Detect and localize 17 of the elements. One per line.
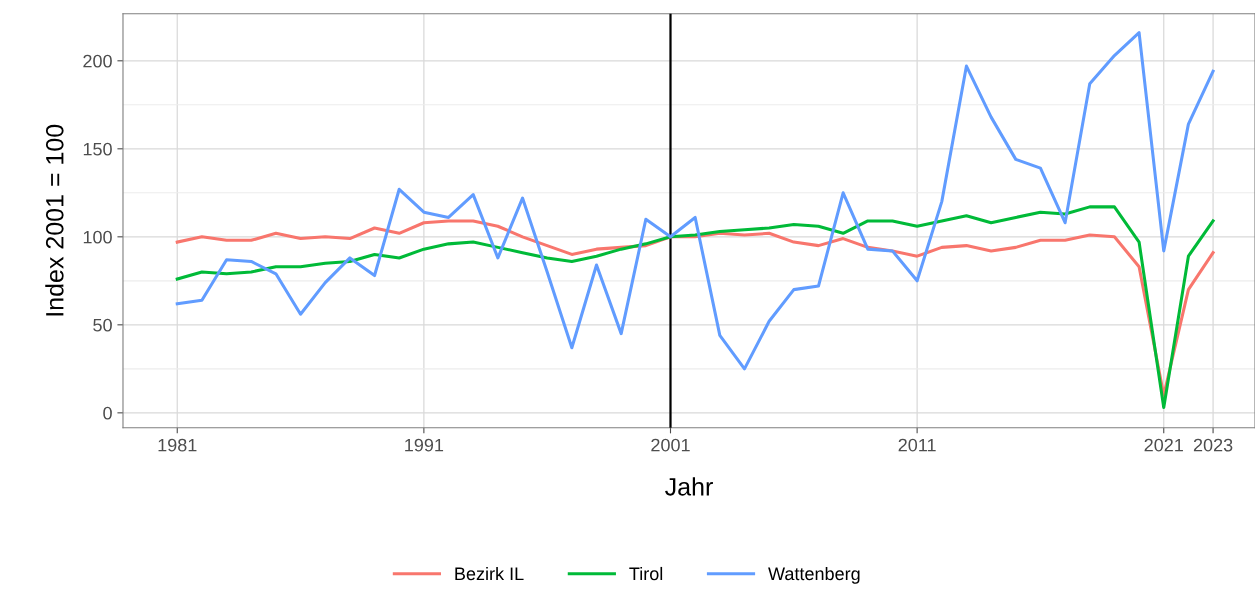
x-tick-label: 2011 xyxy=(898,438,936,452)
legend-label: Bezirk IL xyxy=(455,566,524,581)
x-tick-label: 2001 xyxy=(651,438,690,452)
y-tick-label: 0 xyxy=(103,406,112,420)
x-axis-title: Jahr xyxy=(665,477,713,496)
x-tick-label: 1981 xyxy=(158,438,197,452)
y-tick-label: 100 xyxy=(83,230,112,244)
x-tick-label: 1991 xyxy=(405,438,444,452)
y-axis-title: Index 2001 = 100 xyxy=(45,124,64,316)
legend-label: Tirol xyxy=(629,566,663,581)
y-tick-label: 50 xyxy=(93,318,112,332)
x-tick-label: 2021 xyxy=(1144,438,1183,452)
x-tick-label: 2023 xyxy=(1193,438,1233,452)
line-series xyxy=(175,31,1215,371)
y-tick-label: 150 xyxy=(83,142,112,156)
legend-label: Wattenberg xyxy=(768,566,860,584)
y-tick-label: 200 xyxy=(83,54,112,68)
